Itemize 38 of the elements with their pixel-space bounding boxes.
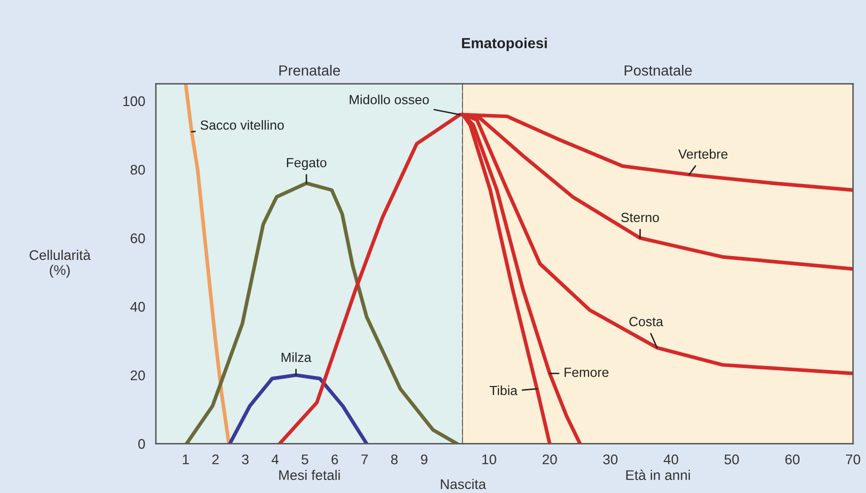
y-axis-title: Cellularità (%) xyxy=(30,250,91,278)
x-tick-label: 1 xyxy=(182,454,189,464)
y-tick-label: 100 xyxy=(123,96,145,106)
y-tick-label: 20 xyxy=(130,370,145,380)
x-axis-title: Età in anni xyxy=(626,470,690,480)
x-tick-label: 6 xyxy=(332,454,338,464)
x-tick-label: 20 xyxy=(542,454,557,464)
y-tick-label: 80 xyxy=(130,164,145,175)
x-tick-label: 9 xyxy=(420,454,428,464)
y-tick-label: 0 xyxy=(138,439,145,449)
series-label: Costa xyxy=(629,316,664,326)
series-label: Vertebre xyxy=(678,149,728,159)
x-tick-label: 8 xyxy=(391,454,398,464)
series-label: Midollo osseo xyxy=(350,94,429,104)
x-tick-label: 30 xyxy=(603,454,618,464)
y-tick-label: 60 xyxy=(130,233,145,244)
chart-title: Prenatale xyxy=(279,64,340,76)
x-tick-label: 7 xyxy=(361,454,368,464)
x-axis-title: Mesi fetali xyxy=(279,470,340,480)
x-tick-label: 5 xyxy=(302,454,308,464)
x-tick-label: 60 xyxy=(785,454,800,464)
chart-title: Postnatale xyxy=(624,64,692,76)
series-label: Sacco vitellino xyxy=(200,120,284,130)
text: Ematopoiesi xyxy=(462,38,547,52)
x-tick-label: 10 xyxy=(482,454,496,464)
series-label: Sterno xyxy=(621,212,659,222)
series-label: Milza xyxy=(282,352,312,362)
series-label: Fegato xyxy=(286,158,326,170)
series-label: Femore xyxy=(564,368,608,377)
x-tick-label: 2 xyxy=(212,454,219,464)
ref-line-label: Nascita xyxy=(440,478,486,490)
x-tick-label: 40 xyxy=(664,454,678,464)
series-label: Tibia xyxy=(490,385,518,396)
x-tick-label: 50 xyxy=(724,454,739,464)
x-tick-label: 4 xyxy=(272,454,279,464)
x-tick-label: 3 xyxy=(242,454,249,464)
y-tick-label: 40 xyxy=(130,302,145,312)
x-tick-label: 70 xyxy=(846,454,860,464)
